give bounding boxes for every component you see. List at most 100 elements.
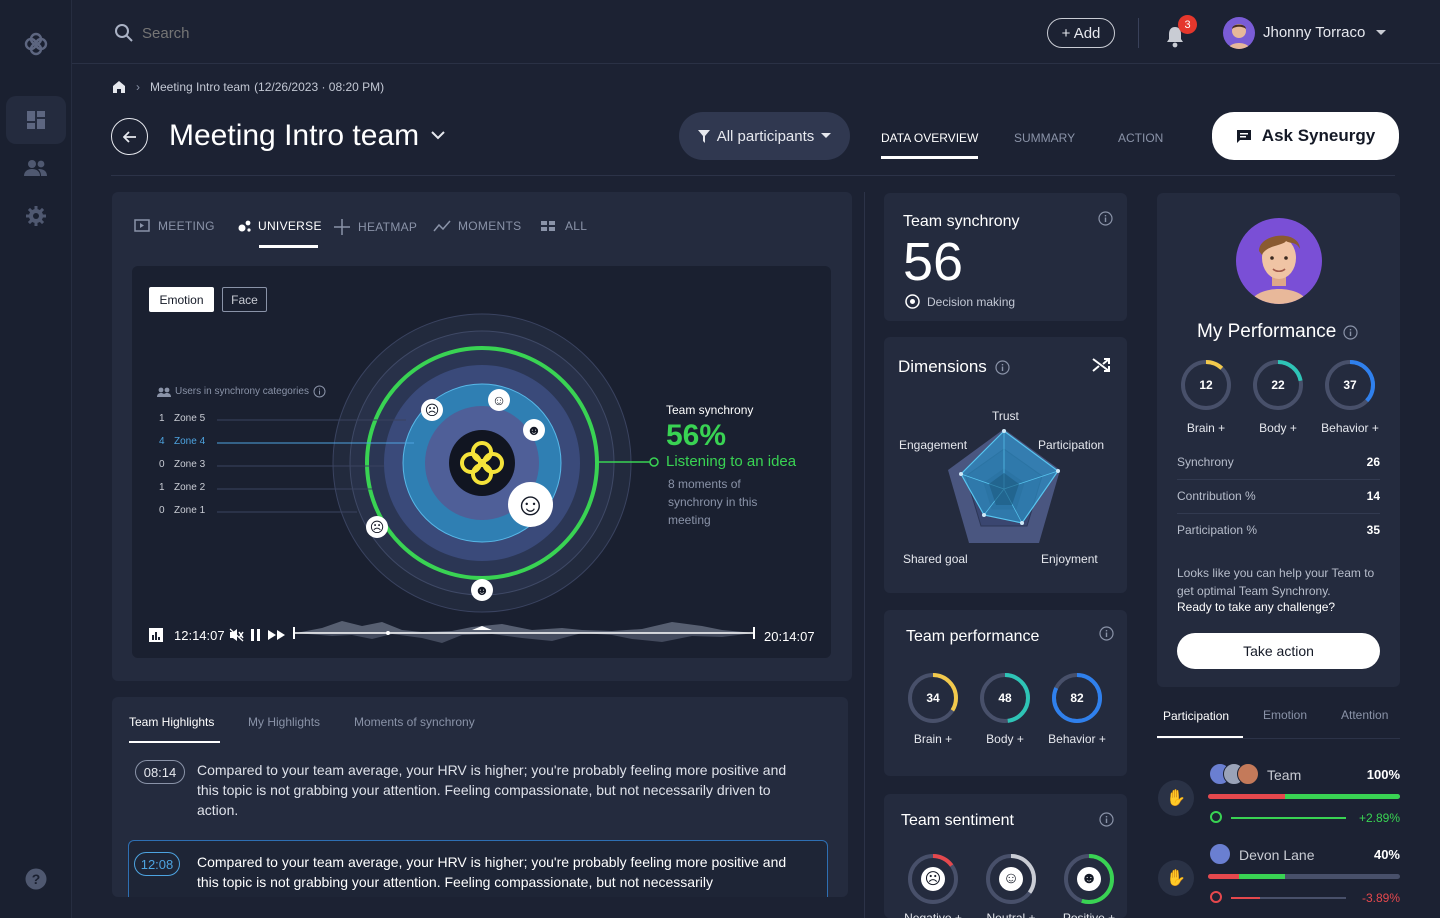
- participant-name: Devon Lane: [1239, 847, 1315, 863]
- sync-icon: [1210, 811, 1222, 823]
- gear-icon: [26, 206, 46, 226]
- add-button[interactable]: + Add: [1047, 18, 1115, 48]
- user-name[interactable]: Jhonny Torraco: [1263, 24, 1366, 41]
- tab-data-overview[interactable]: DATA OVERVIEW: [881, 131, 979, 145]
- gauge-label: Neutral +: [986, 911, 1036, 918]
- performance-note: Looks like you can help your Team to get…: [1177, 566, 1375, 598]
- emotion-face-icon[interactable]: ☺: [508, 482, 553, 527]
- chevron-down-icon[interactable]: [1375, 29, 1387, 37]
- gauge-label: Positive +: [1062, 911, 1116, 918]
- target-icon: [905, 294, 920, 309]
- dimension-label-enjoyment: Enjoyment: [1041, 552, 1098, 566]
- gauge: 12: [1180, 359, 1232, 411]
- trend-bar: [1231, 897, 1346, 899]
- sidebar-item-team[interactable]: [0, 158, 72, 178]
- tab-attention[interactable]: Attention: [1341, 708, 1389, 722]
- tab-all[interactable]: ALL: [541, 219, 587, 233]
- home-icon[interactable]: [112, 80, 126, 94]
- chart-icon[interactable]: [149, 628, 163, 642]
- info-icon[interactable]: [1343, 324, 1358, 340]
- sidebar-item-settings[interactable]: [0, 206, 72, 226]
- take-action-button[interactable]: Take action: [1177, 633, 1380, 669]
- sentiment-face-icon: ☹: [921, 867, 945, 891]
- highlight-timestamp[interactable]: 08:14: [135, 760, 185, 784]
- tab-universe[interactable]: UNIVERSE: [238, 219, 322, 233]
- avatar[interactable]: [1223, 17, 1255, 49]
- shuffle-icon[interactable]: [1092, 356, 1110, 374]
- tab-moments[interactable]: MOMENTS: [433, 219, 521, 233]
- trend-fill: [1231, 817, 1346, 819]
- gauge-label: Behavior +: [1321, 421, 1379, 435]
- gauge: 22: [1252, 359, 1304, 411]
- mute-icon[interactable]: [229, 628, 244, 642]
- breadcrumb: › Meeting Intro team (12/26/2023 · 08:20…: [112, 80, 384, 94]
- tab-moments-of-synchrony[interactable]: Moments of synchrony: [354, 715, 475, 729]
- hand-icon[interactable]: ✋: [1158, 780, 1194, 816]
- title-chevron-down-icon[interactable]: [431, 131, 445, 141]
- info-icon[interactable]: [1099, 626, 1114, 641]
- emotion-face-icon[interactable]: ☹: [366, 516, 388, 538]
- gauge-label: Body +: [1259, 421, 1297, 435]
- back-button[interactable]: [111, 118, 148, 155]
- participation-fill: [1208, 794, 1400, 799]
- emotion-face-icon[interactable]: ☹: [421, 399, 443, 421]
- tab-participation[interactable]: Participation: [1163, 709, 1230, 723]
- sync-title: Team synchrony: [666, 403, 754, 417]
- stat-value: 26: [1366, 455, 1380, 469]
- zone-count: 1: [159, 413, 165, 424]
- emotion-face-icon[interactable]: ☻: [471, 579, 493, 601]
- help-button[interactable]: ?: [0, 868, 72, 890]
- toggle-emotion[interactable]: Emotion: [149, 287, 214, 312]
- dashboard-icon: [27, 111, 45, 129]
- notifications-button[interactable]: [1165, 26, 1185, 53]
- tab-emotion[interactable]: Emotion: [1263, 708, 1308, 722]
- highlight-text: Compared to your team average, your HRV …: [197, 854, 787, 890]
- zone-name: Zone 2: [174, 482, 206, 493]
- pause-icon[interactable]: [251, 629, 261, 641]
- tab-team-highlights[interactable]: Team Highlights: [129, 715, 215, 729]
- sidebar-item-dashboard[interactable]: [6, 96, 66, 144]
- heatmap-icon: [334, 219, 350, 235]
- highlight-item-active[interactable]: [128, 840, 828, 897]
- header-divider: [111, 175, 1395, 176]
- zone-name: Zone 4: [174, 436, 206, 447]
- dimensions-title: Dimensions: [898, 357, 1010, 377]
- highlights-panel: Team Highlights My Highlights Moments of…: [112, 697, 848, 897]
- breadcrumb-meeting[interactable]: Meeting Intro team: [150, 80, 251, 94]
- ask-syneurgy-button[interactable]: Ask Syneurgy: [1212, 112, 1399, 160]
- participation-bar: [1208, 874, 1400, 879]
- tab-action[interactable]: ACTION: [1118, 131, 1164, 145]
- highlight-timestamp[interactable]: 12:08: [134, 852, 180, 876]
- hand-icon[interactable]: ✋: [1158, 860, 1194, 896]
- toggle-face[interactable]: Face: [222, 287, 267, 312]
- participant-filter[interactable]: All participants: [679, 112, 850, 160]
- search-input[interactable]: [142, 20, 442, 46]
- gauge: 82: [1051, 672, 1103, 724]
- info-icon[interactable]: [1098, 211, 1113, 226]
- avatar: [1237, 763, 1259, 785]
- timeline-scrubber[interactable]: [292, 618, 756, 648]
- sync-percent: 56%: [666, 419, 727, 452]
- fast-forward-icon[interactable]: [268, 630, 286, 640]
- tab-my-highlights[interactable]: My Highlights: [248, 715, 321, 729]
- emotion-face-icon[interactable]: ☻: [523, 419, 545, 441]
- video-icon: [134, 219, 150, 232]
- tab-heatmap[interactable]: HEATMAP: [334, 219, 417, 235]
- trend-icon: [433, 220, 451, 232]
- profile-avatar[interactable]: [1236, 218, 1322, 304]
- info-icon[interactable]: [313, 385, 326, 398]
- info-icon[interactable]: [1099, 812, 1114, 827]
- logo-icon[interactable]: [0, 30, 72, 58]
- sentiment-face-icon: ☻: [1077, 867, 1101, 891]
- gauge: ☻: [1063, 853, 1115, 905]
- sync-icon: [1210, 891, 1222, 903]
- svg-text:?: ?: [32, 871, 41, 887]
- universe-panel: MEETING UNIVERSE HEATMAP MOMENTS ALL Emo…: [112, 192, 852, 681]
- tab-meeting[interactable]: MEETING: [134, 219, 215, 233]
- stat-value: 14: [1366, 489, 1380, 503]
- info-icon[interactable]: [995, 359, 1010, 375]
- tab-summary[interactable]: SUMMARY: [1014, 131, 1076, 145]
- avatar: [1209, 843, 1231, 865]
- highlights-tab-indicator: [129, 741, 220, 743]
- emotion-face-icon[interactable]: ☺: [488, 389, 510, 411]
